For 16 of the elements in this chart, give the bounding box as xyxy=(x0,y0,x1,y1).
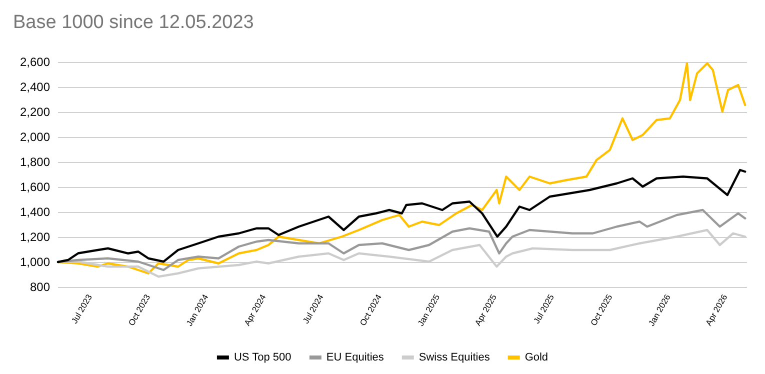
y-tick-label: 2,400 xyxy=(20,80,50,94)
legend-label: Gold xyxy=(524,352,548,364)
y-tick-label: 1,200 xyxy=(20,230,50,244)
legend-label: EU Equities xyxy=(326,352,384,364)
legend-label: Swiss Equities xyxy=(418,352,490,364)
y-tick-label: 1,400 xyxy=(20,205,50,219)
y-tick-label: 2,200 xyxy=(20,105,50,119)
y-tick-label: 1,000 xyxy=(20,255,50,269)
legend-label: US Top 500 xyxy=(234,352,292,364)
y-tick-label: 2,000 xyxy=(20,130,50,144)
y-tick-label: 800 xyxy=(30,280,50,294)
y-tick-label: 2,600 xyxy=(20,55,50,69)
y-tick-label: 1,600 xyxy=(20,180,50,194)
line-series xyxy=(56,168,746,264)
y-tick-label: 1,800 xyxy=(20,155,50,169)
chart-title: Base 1000 since 12.05.2023 xyxy=(13,12,254,33)
